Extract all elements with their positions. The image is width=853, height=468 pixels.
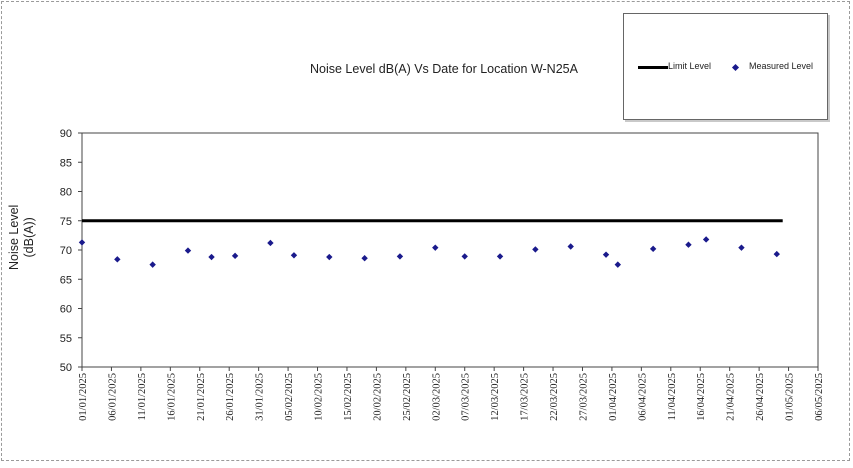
measured-level-point <box>184 247 192 254</box>
plot-border <box>81 132 819 368</box>
measured-level-point <box>396 253 404 260</box>
measured-level-point <box>326 253 333 261</box>
x-tick-label: 22/03/2025 <box>549 373 560 421</box>
x-tick-label: 01/05/2025 <box>785 373 796 421</box>
x-tick-label: 02/03/2025 <box>431 373 442 421</box>
x-tick-label: 06/05/2025 <box>814 373 825 421</box>
x-tick-label: 07/03/2025 <box>461 373 472 421</box>
x-tick-label: 06/04/2025 <box>637 373 648 421</box>
y-tick-label: 90 <box>60 128 72 140</box>
x-tick-label: 10/02/2025 <box>314 373 325 421</box>
measured-level-point <box>231 252 239 260</box>
measured-level-point <box>649 245 657 253</box>
measured-level-point <box>602 251 610 258</box>
x-tick-label: 12/03/2025 <box>490 373 501 421</box>
x-tick-label: 11/01/2025 <box>137 373 148 420</box>
x-tick-label: 31/01/2025 <box>255 373 266 421</box>
x-tick-label: 17/03/2025 <box>520 373 531 421</box>
measured-level-point <box>532 246 539 253</box>
x-tick-label: 21/01/2025 <box>196 373 207 421</box>
measured-level-point <box>432 244 439 251</box>
x-tick-label: 21/04/2025 <box>726 373 737 421</box>
measured-level-point <box>267 239 274 247</box>
legend-label-measured: Measured Level <box>749 61 814 71</box>
measured-level-point <box>773 250 780 258</box>
x-tick-label: 27/03/2025 <box>578 373 589 421</box>
measured-level-point <box>149 261 156 268</box>
measured-level-point <box>614 261 622 268</box>
x-tick-label: 26/04/2025 <box>755 373 766 421</box>
measured-level-point <box>208 253 215 261</box>
x-tick-label: 11/04/2025 <box>667 373 678 420</box>
x-tick-label: 06/01/2025 <box>107 373 118 421</box>
legend-label-limit: Limit Level <box>668 61 712 71</box>
y-tick-label: 55 <box>60 333 72 345</box>
x-tick-label: 16/01/2025 <box>166 373 177 421</box>
y-tick-label: 70 <box>60 245 72 257</box>
chart-title: Noise Level dB(A) Vs Date for Location W… <box>310 62 578 76</box>
x-tick-label: 20/02/2025 <box>372 373 383 421</box>
measured-level-point <box>114 256 121 263</box>
measured-level-point <box>738 244 745 251</box>
legend-line-swatch <box>638 66 668 69</box>
x-tick-label: 01/04/2025 <box>608 373 619 421</box>
x-tick-label: 25/02/2025 <box>402 373 413 421</box>
chart-frame <box>1 1 850 461</box>
y-tick-label: 75 <box>60 216 72 228</box>
y-tick-label: 65 <box>60 274 72 286</box>
x-tick-label: 01/01/2025 <box>78 373 89 421</box>
measured-level-point <box>567 243 574 250</box>
measured-level-point <box>461 253 468 260</box>
x-tick-label: 16/04/2025 <box>696 373 707 421</box>
legend: Limit Level Measured Level <box>623 13 828 120</box>
measured-level-point <box>78 239 86 246</box>
y-tick-label: 85 <box>60 157 72 169</box>
x-tick-label: 26/01/2025 <box>225 373 236 421</box>
y-tick-label: 80 <box>60 187 72 199</box>
measured-level-point <box>290 252 298 259</box>
measured-level-point <box>496 253 504 260</box>
y-tick-label: 50 <box>60 362 72 374</box>
x-tick-label: 15/02/2025 <box>343 373 354 421</box>
measured-level-point <box>702 236 710 243</box>
measured-level-point <box>361 254 368 262</box>
y-tick-label: 60 <box>60 304 72 316</box>
x-tick-label: 05/02/2025 <box>284 373 295 421</box>
measured-level-point <box>685 241 692 248</box>
